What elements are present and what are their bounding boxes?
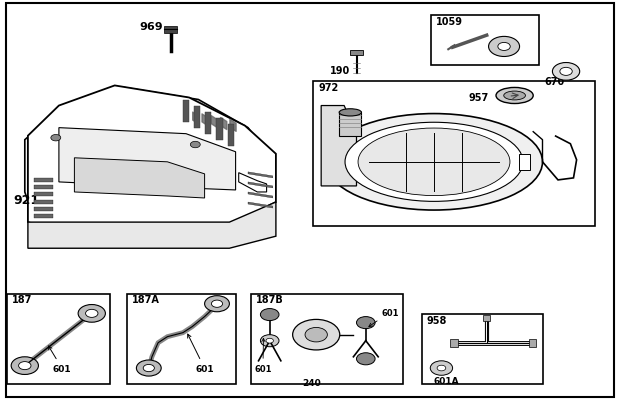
Circle shape (498, 43, 510, 51)
Polygon shape (25, 88, 273, 241)
Ellipse shape (503, 92, 526, 101)
Text: 187A: 187A (132, 295, 160, 305)
Text: 601A: 601A (434, 376, 459, 385)
Ellipse shape (358, 129, 510, 196)
Text: 957: 957 (468, 93, 489, 103)
Polygon shape (321, 106, 356, 186)
Circle shape (190, 142, 200, 148)
Text: 601: 601 (254, 338, 272, 373)
Polygon shape (183, 100, 189, 122)
Circle shape (356, 317, 375, 329)
Circle shape (305, 328, 327, 342)
Circle shape (293, 320, 340, 350)
Polygon shape (205, 112, 211, 134)
Polygon shape (28, 203, 276, 249)
Text: 670: 670 (544, 77, 565, 87)
Circle shape (211, 300, 223, 308)
Circle shape (266, 338, 273, 343)
Circle shape (11, 357, 38, 375)
Text: 601: 601 (369, 308, 399, 327)
Polygon shape (194, 106, 200, 128)
Circle shape (86, 310, 98, 318)
Text: 187B: 187B (256, 295, 284, 305)
Text: 958: 958 (427, 315, 447, 325)
Bar (422, 314, 542, 384)
Polygon shape (28, 86, 276, 235)
Bar (483, 315, 490, 321)
Bar (7, 294, 110, 384)
Text: 601: 601 (48, 346, 71, 373)
Text: eReplacementParts.com: eReplacementParts.com (234, 206, 386, 219)
Circle shape (260, 335, 279, 347)
Text: 969: 969 (140, 22, 163, 32)
Polygon shape (216, 118, 223, 140)
Ellipse shape (496, 88, 533, 104)
Circle shape (143, 365, 154, 372)
Bar (127, 294, 236, 384)
Polygon shape (248, 182, 273, 188)
Circle shape (356, 353, 375, 365)
Circle shape (136, 360, 161, 376)
Text: 190: 190 (330, 66, 350, 76)
Bar (164, 27, 177, 34)
Circle shape (560, 68, 572, 76)
Polygon shape (248, 172, 273, 178)
Polygon shape (34, 215, 53, 219)
Polygon shape (74, 158, 205, 198)
Bar (529, 339, 536, 347)
Circle shape (437, 365, 446, 371)
Bar (450, 339, 458, 347)
Ellipse shape (339, 109, 361, 117)
Text: 240: 240 (303, 378, 321, 387)
Circle shape (78, 305, 105, 322)
Ellipse shape (345, 123, 523, 202)
Polygon shape (34, 178, 53, 182)
Polygon shape (34, 207, 53, 211)
Text: 601: 601 (188, 334, 214, 373)
Text: 921: 921 (14, 194, 40, 207)
Circle shape (489, 37, 520, 57)
Polygon shape (34, 186, 53, 190)
Text: 972: 972 (318, 83, 339, 93)
Bar (313, 82, 595, 227)
Text: 187: 187 (12, 295, 33, 305)
Polygon shape (59, 128, 236, 190)
Polygon shape (248, 192, 273, 198)
Bar (518, 154, 529, 170)
Bar (350, 51, 363, 56)
Circle shape (19, 362, 31, 370)
Circle shape (430, 361, 453, 375)
Polygon shape (34, 200, 53, 204)
Bar (251, 294, 403, 384)
Polygon shape (239, 173, 267, 192)
Circle shape (51, 135, 61, 142)
Polygon shape (248, 203, 273, 209)
Polygon shape (228, 124, 234, 146)
Circle shape (552, 63, 580, 81)
Circle shape (205, 296, 229, 312)
Ellipse shape (326, 114, 542, 211)
Text: 1059: 1059 (436, 17, 463, 27)
Circle shape (260, 309, 279, 321)
Bar (431, 16, 539, 66)
Polygon shape (34, 193, 53, 197)
Bar (339, 112, 361, 136)
